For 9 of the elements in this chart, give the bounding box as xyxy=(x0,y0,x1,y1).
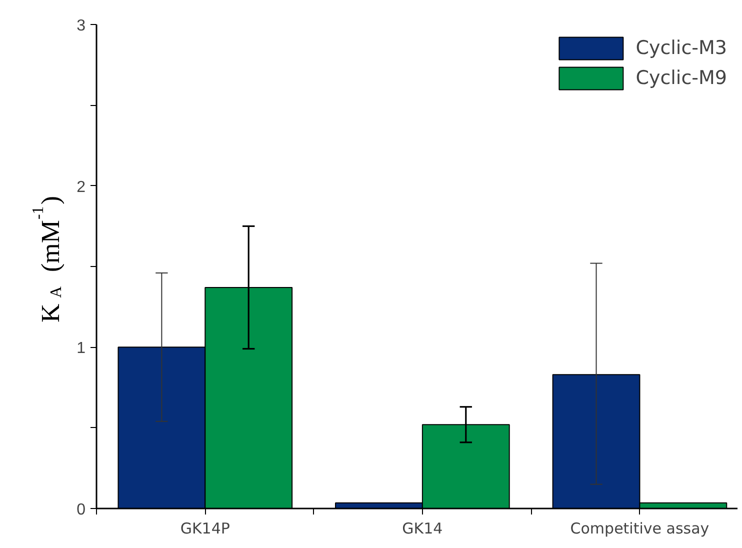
y-tick-label: 2 xyxy=(76,178,86,196)
legend-label: Cyclic-M9 xyxy=(636,67,727,89)
legend-label: Cyclic-M3 xyxy=(636,37,727,59)
y-tick-label: 1 xyxy=(76,340,86,358)
x-tick-label: GK14P xyxy=(180,520,230,538)
y-tick-label: 0 xyxy=(76,502,86,518)
y-tick-label: 3 xyxy=(76,18,86,34)
x-tick-label: Competitive assay xyxy=(570,520,710,538)
x-tick-label: GK14 xyxy=(402,520,443,538)
